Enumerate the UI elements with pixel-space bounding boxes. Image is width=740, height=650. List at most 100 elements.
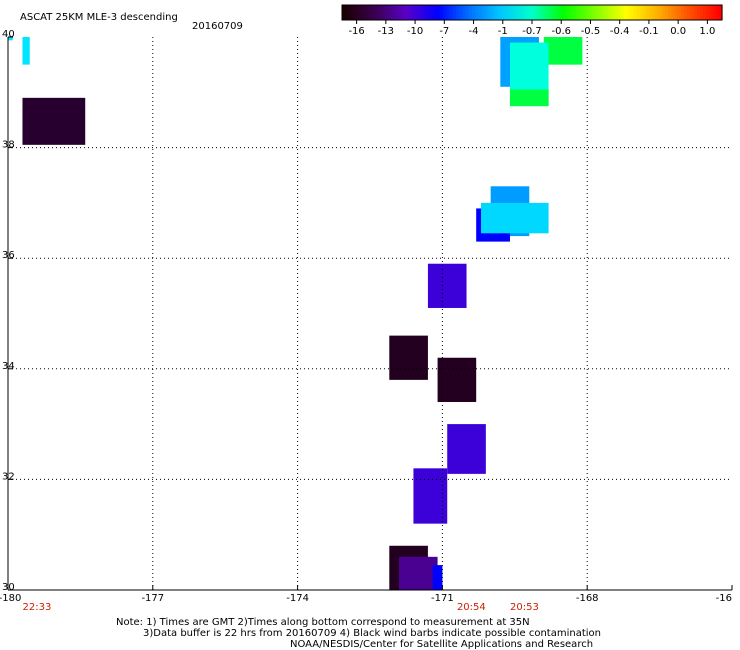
colorbar-swatch <box>690 5 695 20</box>
time-labels: 22:33 20:54 20:53 <box>23 602 539 613</box>
colorbar-label: -13 <box>378 26 394 37</box>
colorbar-swatch <box>696 5 701 20</box>
colorbar-swatch <box>532 5 536 20</box>
y-tick-label: 32 <box>2 471 15 482</box>
colorbar-swatch <box>399 5 403 20</box>
colorbar-swatch <box>452 5 457 20</box>
time-label: 20:54 <box>457 602 486 613</box>
colorbar-swatch <box>506 5 511 20</box>
colorbar-swatch <box>386 5 391 20</box>
colorbar-swatch <box>595 5 600 20</box>
colorbar-label: -0.4 <box>610 26 630 37</box>
colorbar-swatch <box>630 5 634 20</box>
data-cell <box>427 263 467 308</box>
colorbar-swatch <box>481 5 486 20</box>
colorbar-swatch <box>576 5 581 20</box>
colorbar-swatch <box>598 5 603 20</box>
colorbar-label: -10 <box>407 26 423 37</box>
data-cell <box>447 424 486 474</box>
colorbar-swatch <box>364 5 368 20</box>
colorbar-swatch <box>636 5 641 20</box>
data-cell <box>543 37 583 65</box>
colorbar-swatch <box>525 5 530 20</box>
colorbar-swatch <box>684 5 688 20</box>
colorbar-swatch <box>646 5 650 20</box>
colorbar-swatch <box>633 5 638 20</box>
colorbar-swatch <box>649 5 653 20</box>
colorbar-swatch <box>348 5 353 20</box>
colorbar-swatch <box>465 5 470 20</box>
colorbar: -16 -13 -10 -7 -4 -1 -0.7 -0.6 -0.5 -0.4 -0.1 0.0 1.… <box>341 4 723 37</box>
colorbar-swatch <box>389 5 394 20</box>
data-cells <box>8 37 583 590</box>
colorbar-swatch <box>351 5 356 20</box>
colorbar-swatch <box>718 5 723 20</box>
colorbar-swatch <box>560 5 565 20</box>
x-tick-label: -168 <box>576 593 599 604</box>
colorbar-label: -0.5 <box>581 26 601 37</box>
colorbar-swatch <box>614 5 619 20</box>
note-line-1: Note: 1) Times are GMT 2)Times along bot… <box>116 617 530 628</box>
colorbar-swatch <box>547 5 552 20</box>
colorbar-label: -4 <box>469 26 479 37</box>
colorbar-swatch <box>680 5 685 20</box>
data-cell <box>413 468 448 524</box>
colorbar-swatch <box>658 5 663 20</box>
colorbar-swatch <box>513 5 517 20</box>
colorbar-swatch <box>611 5 615 20</box>
colorbar-label: -0.1 <box>639 26 659 37</box>
colorbar-swatch <box>421 5 425 20</box>
colorbar-swatch <box>528 5 533 20</box>
colorbar-swatch <box>490 5 495 20</box>
colorbar-label: -0.7 <box>522 26 542 37</box>
colorbar-swatch <box>345 5 349 20</box>
colorbar-swatch <box>623 5 628 20</box>
colorbar-swatch <box>440 5 444 20</box>
colorbar-swatch <box>608 5 612 20</box>
colorbar-swatch <box>699 5 704 20</box>
colorbar-swatch <box>687 5 691 20</box>
colorbar-swatch <box>668 5 672 20</box>
colorbar-swatch <box>585 5 590 20</box>
colorbar-swatch <box>661 5 666 20</box>
colorbar-label: 0.0 <box>670 26 686 37</box>
colorbar-swatch <box>430 5 435 20</box>
data-cell <box>432 565 443 590</box>
colorbar-swatch <box>342 5 346 20</box>
colorbar-swatch <box>601 5 606 20</box>
colorbar-swatch <box>620 5 625 20</box>
colorbar-swatch <box>516 5 520 20</box>
colorbar-swatch <box>437 5 441 20</box>
colorbar-swatch <box>383 5 387 20</box>
colorbar-swatch <box>408 5 413 20</box>
colorbar-swatch <box>589 5 593 20</box>
colorbar-swatch <box>674 5 679 20</box>
colorbar-swatch <box>538 5 543 20</box>
data-cell <box>8 37 13 41</box>
x-tick-label: -174 <box>286 593 309 604</box>
y-tick-label: 36 <box>2 250 15 261</box>
colorbar-swatch <box>411 5 416 20</box>
colorbar-swatch <box>456 5 460 20</box>
y-tick-label: 40 <box>2 29 15 40</box>
x-tick-label: -177 <box>141 593 164 604</box>
colorbar-label: -16 <box>348 26 364 37</box>
note-line-3: NOAA/NESDIS/Center for Satellite Applica… <box>290 639 593 650</box>
colorbar-swatch <box>487 5 492 20</box>
colorbar-swatch <box>712 5 717 20</box>
data-cell <box>481 202 549 234</box>
colorbar-swatch <box>427 5 432 20</box>
colorbar-swatch <box>617 5 622 20</box>
colorbar-swatch <box>570 5 574 20</box>
time-label: 22:33 <box>23 602 52 613</box>
colorbar-swatch <box>573 5 577 20</box>
x-tick-label: -180 <box>0 593 21 604</box>
colorbar-swatch <box>478 5 482 20</box>
colorbar-swatch <box>519 5 524 20</box>
y-tick-label: 34 <box>2 361 15 372</box>
colorbar-swatch <box>361 5 365 20</box>
colorbar-swatch <box>693 5 698 20</box>
colorbar-swatch <box>367 5 372 20</box>
colorbar-swatch <box>418 5 422 20</box>
